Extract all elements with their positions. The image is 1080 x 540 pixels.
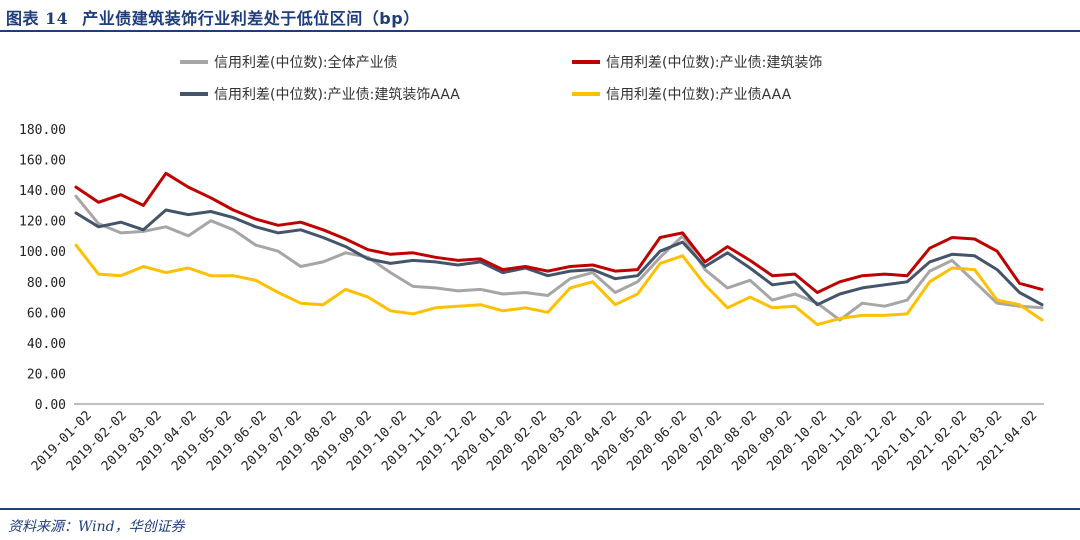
figure-number: 14	[45, 9, 69, 28]
y-tick-label: 120.00	[19, 215, 66, 230]
figure-title-text: 产业债建筑装饰行业利差处于低位区间（bp）	[82, 9, 420, 28]
series-line	[74, 171, 1044, 294]
legend-label: 信用利差(中位数):产业债:建筑装饰	[606, 55, 822, 71]
series-line	[74, 243, 1044, 327]
y-tick-label: 80.00	[27, 276, 66, 291]
figure-footer: 资料来源：Wind，华创证券	[0, 508, 1080, 540]
y-tick-label: 60.00	[27, 306, 66, 321]
y-tick-label: 0.00	[35, 398, 66, 413]
y-tick-label: 160.00	[19, 154, 66, 169]
figure-title: 图表 14 产业债建筑装饰行业利差处于低位区间（bp）	[6, 5, 420, 29]
legend-label: 信用利差(中位数):产业债AAA	[606, 87, 792, 103]
chart-area: 信用利差(中位数):全体产业债 信用利差(中位数):产业债:建筑装饰 信用利差(中位…	[0, 32, 1080, 508]
series-line	[74, 208, 1044, 307]
source-note: 资料来源：Wind，华创证券	[8, 519, 185, 535]
y-tick-label: 140.00	[19, 184, 66, 199]
y-tick-label: 20.00	[27, 367, 66, 382]
y-tick-label: 100.00	[19, 245, 66, 260]
figure-label: 图表	[6, 9, 40, 28]
series-line	[74, 194, 1044, 322]
y-tick-label: 180.00	[19, 123, 66, 138]
legend-label: 信用利差(中位数):产业债:建筑装饰AAA	[214, 87, 460, 103]
line-chart: 信用利差(中位数):全体产业债 信用利差(中位数):产业债:建筑装饰信用利差(中位…	[19, 54, 1044, 474]
y-tick-label: 40.00	[27, 337, 66, 352]
legend-label: 信用利差(中位数):全体产业债	[214, 54, 398, 71]
figure-header: 图表 14 产业债建筑装饰行业利差处于低位区间（bp）	[0, 0, 1080, 32]
